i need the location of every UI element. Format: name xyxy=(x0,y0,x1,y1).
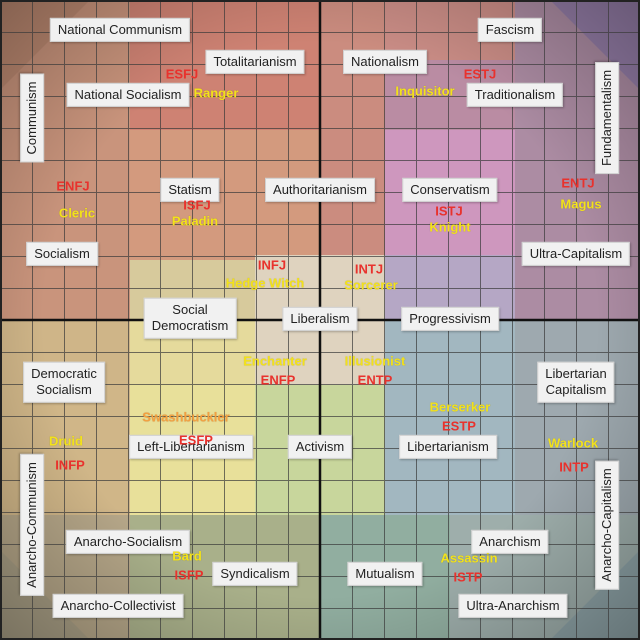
class-druid: Druid xyxy=(49,433,83,449)
label-social-democratism: Social Democratism xyxy=(143,297,237,339)
label-communism: Communism xyxy=(19,73,45,163)
type-estp: ESTP xyxy=(442,418,476,434)
label-fundamentalism: Fundamentalism xyxy=(594,61,620,175)
label-traditionalism: Traditionalism xyxy=(466,82,564,108)
type-istj: ISTJ xyxy=(435,203,463,219)
label-democratic-socialism: Democratic Socialism xyxy=(23,361,105,403)
class-hedge-witch: Hedge Witch xyxy=(225,275,305,291)
type-isfp: ISFP xyxy=(174,567,204,583)
label-anarcho-collectivist: Anarcho-Collectivist xyxy=(52,593,184,619)
label-left-libertarianism: Left-Libertarianism xyxy=(129,434,253,460)
label-anarcho-communism: Anarcho-Communism xyxy=(19,454,45,596)
class-sorcerer: Sorcerer xyxy=(344,277,398,293)
class-paladin: Paladin xyxy=(171,213,219,229)
label-totalitarianism: Totalitarianism xyxy=(205,49,305,75)
label-libertarianism: Libertarianism xyxy=(399,434,497,460)
class-assassin: Assassin xyxy=(440,550,498,566)
type-estj: ESTJ xyxy=(463,66,497,82)
class-ranger: Ranger xyxy=(193,85,239,101)
label-libertarian-capitalism: Libertarian Capitalism xyxy=(537,361,615,403)
label-ultra-anarchism: Ultra-Anarchism xyxy=(458,593,568,619)
type-enfp: ENFP xyxy=(260,372,296,388)
label-socialism: Socialism xyxy=(26,241,98,267)
class-illusionist: Illusionist xyxy=(344,353,406,369)
label-authoritarianism: Authoritarianism xyxy=(265,177,375,203)
label-anarcho-socialism: Anarcho-Socialism xyxy=(65,529,191,555)
label-statism: Statism xyxy=(160,177,220,203)
class-inquisitor: Inquisitor xyxy=(395,83,455,99)
type-enfj: ENFJ xyxy=(56,178,90,194)
class-berserker: Berserker xyxy=(429,399,491,415)
type-esfp: ESFP xyxy=(179,432,213,448)
class-bard: Bard xyxy=(172,548,202,564)
label-fascism: Fascism xyxy=(477,17,543,43)
type-intj: INTJ xyxy=(354,261,384,277)
type-intp: INTP xyxy=(559,459,589,475)
label-mutualism: Mutualism xyxy=(347,561,423,587)
type-isfj: ISFJ xyxy=(183,197,211,213)
class-enchanter: Enchanter xyxy=(243,353,307,369)
label-conservatism: Conservatism xyxy=(402,177,498,203)
label-syndicalism: Syndicalism xyxy=(212,561,298,587)
label-anarchism: Anarchism xyxy=(471,529,549,555)
label-progressivism: Progressivism xyxy=(401,306,499,332)
label-liberalism: Liberalism xyxy=(282,306,358,332)
class-swashbuckler: Swashbuckler xyxy=(142,409,230,425)
class-cleric: Cleric xyxy=(58,205,96,221)
type-infp: INFP xyxy=(55,457,85,473)
type-esfj: ESFJ xyxy=(165,66,199,82)
class-knight: Knight xyxy=(429,219,471,235)
class-warlock: Warlock xyxy=(547,435,599,451)
type-istp: ISTP xyxy=(453,569,483,585)
label-national-communism: National Communism xyxy=(49,17,191,43)
label-national-socialism: National Socialism xyxy=(66,82,190,108)
label-activism: Activism xyxy=(287,434,353,460)
label-ultra-capitalism: Ultra-Capitalism xyxy=(521,241,631,267)
type-entp: ENTP xyxy=(357,372,393,388)
class-magus: Magus xyxy=(560,196,602,212)
label-anarcho-capitalism: Anarcho-Capitalism xyxy=(594,460,620,590)
label-nationalism: Nationalism xyxy=(343,49,427,75)
type-entj: ENTJ xyxy=(561,175,595,191)
type-infj: INFJ xyxy=(257,257,287,273)
